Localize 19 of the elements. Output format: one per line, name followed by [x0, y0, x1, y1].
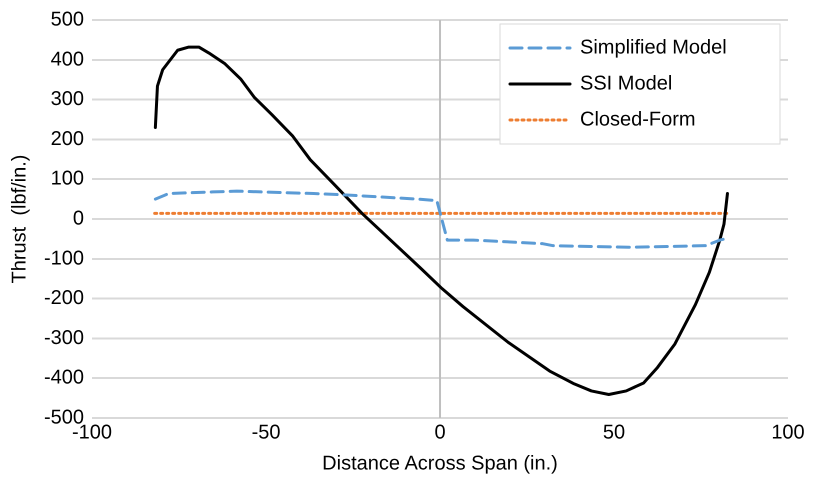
x-tick-label: 50	[602, 422, 626, 444]
y-tick-label: 200	[50, 128, 84, 150]
x-tick-label: 0	[434, 422, 446, 444]
legend-label: Simplified Model	[580, 36, 727, 59]
y-tick-label: 100	[50, 168, 84, 190]
legend-label: Closed-Form	[580, 108, 696, 131]
y-tick-label: 500	[50, 8, 84, 31]
y-tick-label: -100	[44, 247, 84, 270]
x-tick-label: -50	[252, 422, 280, 444]
y-axis-title: Thrust (lbf/in.)	[8, 154, 31, 284]
x-axis-title: Distance Across Span (in.)	[322, 452, 558, 475]
y-tick-label: -400	[44, 366, 84, 389]
y-tick-label: -200	[44, 287, 84, 310]
y-tick-label: 0	[72, 208, 84, 230]
y-tick-label: 300	[50, 88, 84, 110]
y-tick-label: 400	[50, 48, 84, 70]
y-tick-label: -300	[44, 326, 84, 349]
x-tick-label: 100	[771, 422, 805, 444]
legend-label: SSI Model	[580, 72, 672, 95]
